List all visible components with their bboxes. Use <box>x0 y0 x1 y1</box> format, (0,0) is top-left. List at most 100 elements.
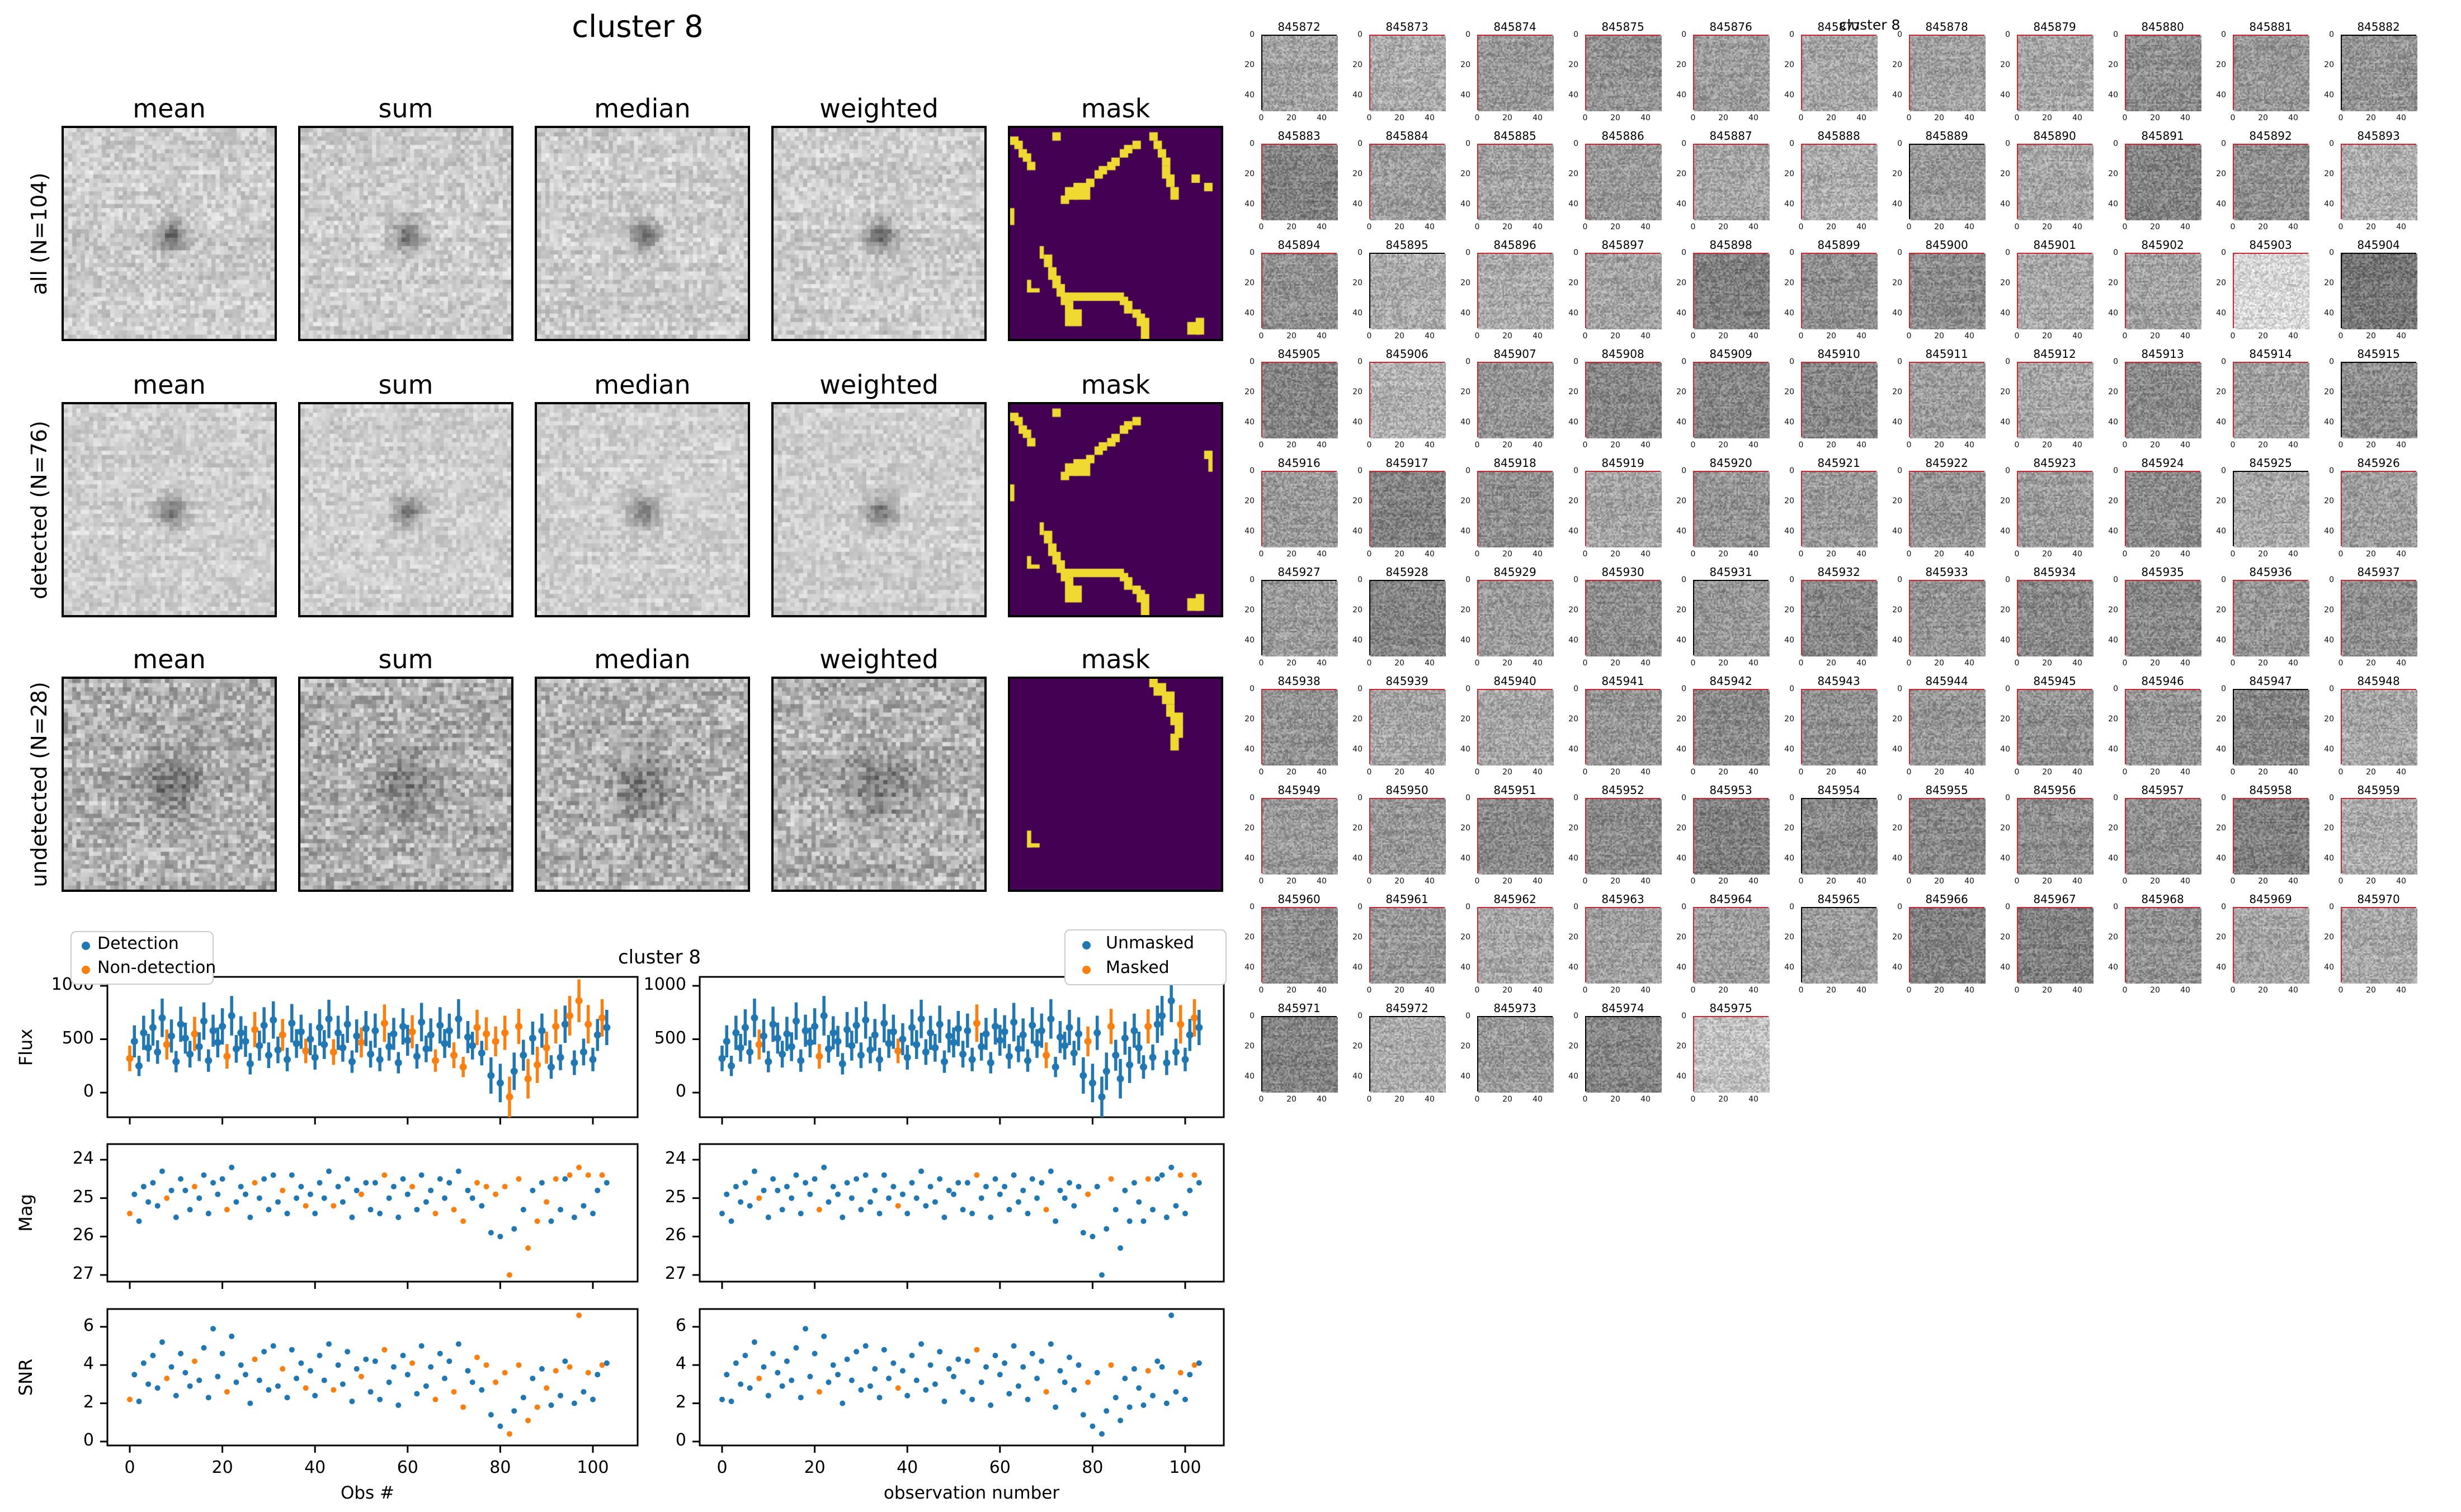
mask-image <box>1010 404 1221 615</box>
mag-point <box>978 1195 984 1201</box>
x-tick-label: 40 <box>304 1458 326 1477</box>
snr-point <box>988 1402 994 1409</box>
snr-point <box>497 1423 503 1429</box>
flux-point <box>1098 1093 1106 1101</box>
mag-point <box>756 1195 762 1201</box>
snr-point <box>289 1346 295 1353</box>
flux-point <box>543 1044 550 1052</box>
mag-point <box>1163 1215 1170 1221</box>
flux-point <box>936 1020 944 1028</box>
column-header-weighted: weighted <box>819 93 939 124</box>
observation-cutout <box>2234 799 2309 875</box>
thumb-label: 845938 <box>1277 674 1321 688</box>
thumb-cell <box>1477 798 1554 875</box>
plot-frame <box>106 976 639 1118</box>
observation-cutout <box>1262 472 1338 547</box>
thumb-label: 845912 <box>2033 347 2076 361</box>
flux-point <box>940 1058 948 1066</box>
thumb-cell <box>1585 907 1662 984</box>
observation-cutout <box>2234 472 2309 547</box>
snr-point <box>571 1400 577 1406</box>
thumb-xtick: 20 <box>1394 441 1404 450</box>
column-header-mask: mask <box>1081 644 1151 674</box>
snr-point <box>423 1383 429 1389</box>
flux-point <box>1149 1053 1157 1061</box>
snr-point <box>266 1387 272 1393</box>
plot-frame <box>106 1143 639 1283</box>
mag-point <box>738 1199 744 1205</box>
thumb-label: 845883 <box>1277 129 1321 143</box>
thumb-xtick: 0 <box>1582 441 1588 450</box>
thumb-xtick: 0 <box>1906 114 1912 122</box>
thumb-xtick: 20 <box>1502 550 1512 559</box>
x-tick-label: 80 <box>1082 1458 1104 1477</box>
thumb-xtick: 20 <box>2258 986 2268 995</box>
mag-point <box>1140 1218 1147 1224</box>
observation-cutout <box>2018 145 2094 220</box>
mag-point <box>359 1191 364 1197</box>
thumb-cell <box>1801 580 1878 656</box>
flux-point <box>492 1037 499 1045</box>
flux-point <box>1195 1023 1203 1031</box>
thumb-xtick: 0 <box>1366 986 1372 995</box>
x-tick-label: 100 <box>1169 1458 1201 1477</box>
thumb-xtick: 20 <box>2150 223 2160 231</box>
thumb-xtick: 40 <box>1640 1095 1651 1104</box>
thumb-cell <box>1585 362 1662 438</box>
mag-point <box>895 1203 901 1209</box>
thumb-xtick: 20 <box>2366 223 2376 231</box>
thumb-label: 845931 <box>1709 565 1752 579</box>
thumb-xtick: 40 <box>2396 332 2406 341</box>
thumb-label: 845884 <box>1385 129 1428 143</box>
thumb-xtick: 40 <box>1425 332 1435 341</box>
flux-point <box>1172 1048 1180 1056</box>
snr-point <box>307 1368 313 1374</box>
thumb-cell <box>1693 144 1770 220</box>
snr-point <box>844 1356 850 1362</box>
thumb-xtick: 40 <box>1964 441 1974 450</box>
thumb-label: 845916 <box>1277 456 1321 470</box>
snr-point <box>858 1387 864 1393</box>
mag-point <box>205 1211 211 1217</box>
mag-point <box>1131 1180 1137 1186</box>
mag-point <box>414 1207 420 1213</box>
thumb-xtick: 0 <box>2230 768 2236 777</box>
thumb-label: 845955 <box>1925 783 1968 797</box>
flux-point <box>404 1036 412 1044</box>
thumb-xtick: 20 <box>2150 332 2160 341</box>
observation-cutout <box>1586 36 1662 111</box>
flux-point <box>571 1059 578 1067</box>
thumb-xtick: 20 <box>1826 114 1836 122</box>
mag-point <box>775 1187 781 1193</box>
thumb-xtick: 0 <box>2230 877 2236 886</box>
mag-point <box>964 1180 970 1186</box>
thumb-label: 845968 <box>2141 892 2184 906</box>
thumb-xtick: 40 <box>1533 441 1543 450</box>
flux-point <box>1107 1023 1115 1031</box>
thumb-label: 845930 <box>1601 565 1644 579</box>
thumb-xtick: 20 <box>1934 877 1944 886</box>
flux-point <box>501 1029 509 1037</box>
snr-point <box>784 1358 790 1364</box>
column-header-mean: mean <box>133 93 206 124</box>
thumb-xtick: 20 <box>1826 768 1836 777</box>
thumb-xtick: 40 <box>1640 441 1651 450</box>
mag-point <box>844 1180 850 1186</box>
column-header-sum: sum <box>378 370 433 400</box>
mag-point <box>812 1176 818 1182</box>
thumb-xtick: 0 <box>2014 768 2020 777</box>
thumb-xtick: 40 <box>1317 441 1327 450</box>
mag-point <box>747 1203 753 1209</box>
mag-point <box>751 1168 757 1174</box>
mag-point <box>502 1184 508 1190</box>
thumb-cell <box>1585 798 1662 875</box>
flux-point <box>779 1050 786 1058</box>
thumb-cell <box>2125 689 2201 766</box>
thumb-label: 845877 <box>1817 20 1860 34</box>
snr-point <box>483 1362 489 1368</box>
thumb-cell <box>2017 471 2094 547</box>
snr-point <box>876 1395 883 1401</box>
flux-point <box>783 1030 791 1038</box>
snr-point <box>390 1364 397 1370</box>
observation-cutout <box>1586 472 1662 547</box>
